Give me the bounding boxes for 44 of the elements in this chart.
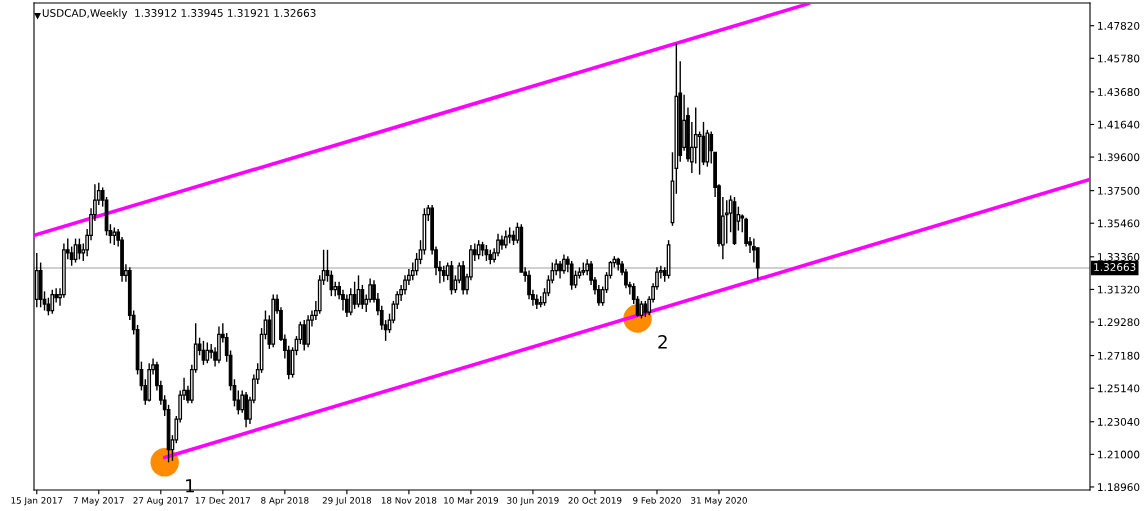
- y-tick-label: 1.35460: [1098, 219, 1140, 228]
- candlestick: [558, 260, 562, 280]
- y-tick-label: 1.31320: [1098, 285, 1140, 294]
- x-tick-label: 17 Dec 2017: [195, 497, 251, 504]
- candlestick: [461, 260, 466, 296]
- y-tick-label: 1.27180: [1098, 351, 1140, 360]
- x-tick-label: 27 Aug 2017: [133, 497, 189, 506]
- x-tick-label: 31 May 2020: [691, 497, 747, 506]
- candlestick: [352, 281, 357, 310]
- candlestick: [69, 245, 74, 267]
- annotation: 2: [658, 335, 667, 349]
- candlestick: [302, 319, 307, 352]
- x-tick-label: 15 Jan 2017: [11, 497, 63, 506]
- x-tick-label: 8 Apr 2018: [261, 497, 309, 506]
- x-tick-label: 10 Mar 2019: [444, 497, 499, 504]
- y-tick-label: 1.21000: [1098, 450, 1140, 459]
- y-tick-label: 1.43680: [1098, 88, 1140, 96]
- y-tick-label: 1.39600: [1098, 153, 1140, 162]
- candlestick: [360, 284, 365, 310]
- y-tick-label: 1.25140: [1098, 384, 1140, 393]
- y-tick-label: 1.45780: [1098, 54, 1140, 63]
- ref-line-label: 1.32663: [1094, 263, 1136, 271]
- y-tick-label: 1.23040: [1098, 417, 1140, 426]
- candlestick: [306, 314, 310, 348]
- x-tick-label: 29 Jul 2018: [322, 496, 372, 506]
- x-tick-label: 18 Nov 2018: [381, 497, 437, 504]
- candlestick: [562, 253, 566, 275]
- x-tick-label: 20 Oct 2019: [568, 497, 622, 504]
- candlestick: [244, 391, 248, 428]
- candlestick: [50, 289, 55, 315]
- text: USDCAD,Weekly 1.33912 1.33945 1.31921 1.32663: [42, 8, 316, 19]
- y-tick-label: 1.29280: [1098, 318, 1140, 327]
- x-tick-label: 7 May 2017: [73, 497, 124, 506]
- candlestick: [569, 260, 574, 291]
- y-tick-label: 1.33360: [1098, 253, 1140, 261]
- candlestick: [500, 234, 504, 251]
- y-tick-label: 1.37500: [1098, 186, 1140, 195]
- candlestick: [344, 293, 349, 318]
- y-tick-label: 1.47820: [1098, 21, 1140, 30]
- x-tick-label: 9 Feb 2020: [633, 496, 681, 504]
- annotation: 1: [186, 479, 194, 493]
- x-tick-label: 30 Jun 2019: [507, 497, 559, 506]
- y-tick-label: 1.41640: [1098, 120, 1140, 129]
- y-tick-label: 1.18960: [1098, 483, 1140, 492]
